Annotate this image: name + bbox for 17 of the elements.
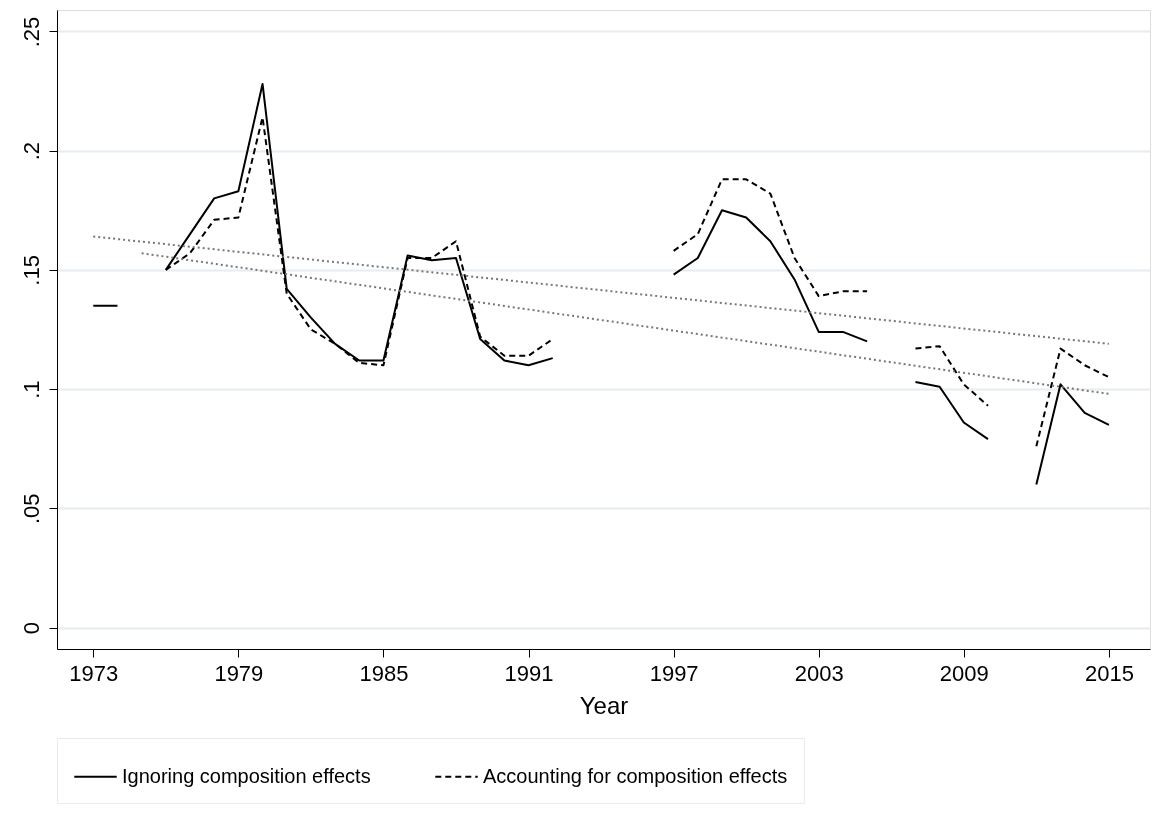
x-tick-label: 1997 bbox=[649, 660, 699, 686]
y-tick-label: 0 bbox=[18, 621, 44, 635]
y-tick-label: .25 bbox=[18, 16, 44, 48]
x-axis-title: Year bbox=[579, 691, 629, 719]
legend-label: Ignoring composition effects bbox=[122, 764, 371, 787]
x-tick-label: 1979 bbox=[214, 660, 264, 686]
x-tick-label: 1985 bbox=[359, 660, 409, 686]
y-tick-label: .2 bbox=[18, 142, 44, 161]
x-tick-label: 1991 bbox=[504, 660, 554, 686]
y-tick-label: .05 bbox=[18, 493, 44, 525]
y-tick-label: .1 bbox=[18, 380, 44, 399]
x-tick-label: 2003 bbox=[794, 660, 844, 686]
x-tick-label: 2009 bbox=[939, 660, 989, 686]
y-tick-label: .15 bbox=[18, 255, 44, 286]
legend-label: Accounting for composition effects bbox=[483, 764, 788, 787]
x-tick-label: 1973 bbox=[69, 660, 119, 686]
x-tick-label: 2015 bbox=[1084, 660, 1134, 686]
